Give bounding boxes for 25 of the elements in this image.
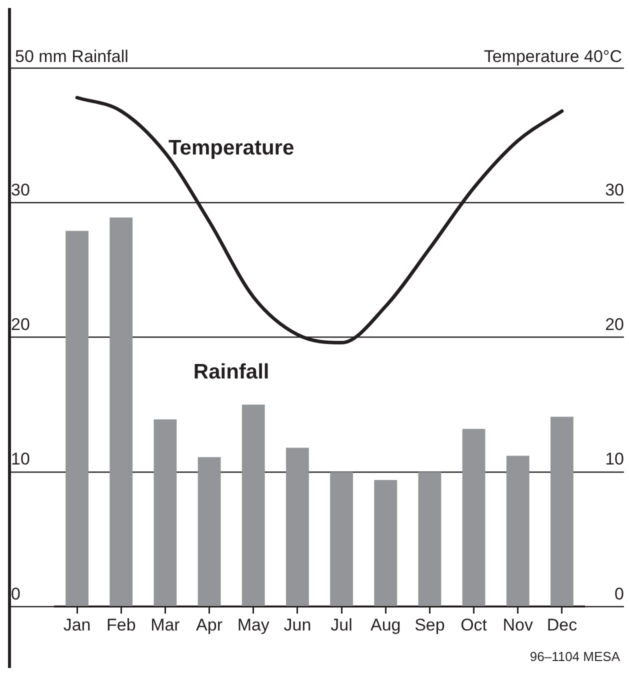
y-tick-label: 20 [11,314,30,334]
x-tick-label: Dec [546,615,578,634]
x-tick-label: Oct [460,615,488,634]
y2-axis-title: Temperature 40°C [484,47,622,66]
x-tick-label: Apr [196,615,223,634]
y-axis-title: 50 mm Rainfall [15,47,128,66]
y2-tick-label: 20 [605,314,624,334]
x-tick-label: Jun [284,615,312,634]
y2-tick-label: 0 [614,584,624,604]
y-tick-label: 10 [11,450,30,469]
text: 96–1104 MESA [530,649,620,664]
x-tick-label: Mar [150,615,180,634]
y2-tick-label: 30 [605,180,624,200]
x-tick-label: Jan [63,615,91,634]
y-tick-label: 30 [11,180,30,200]
x-tick-label: Jul [330,615,352,634]
x-tick-label: May [237,615,270,634]
y2-tick-label: 10 [605,450,624,469]
x-tick-label: Feb [106,615,136,634]
series-label: Rainfall [193,360,270,384]
x-tick-label: Aug [370,615,401,634]
y-tick-label: 0 [11,584,20,604]
series-label: Temperature [168,136,294,160]
x-tick-label: Sep [414,615,445,634]
x-tick-label: Nov [502,615,534,634]
